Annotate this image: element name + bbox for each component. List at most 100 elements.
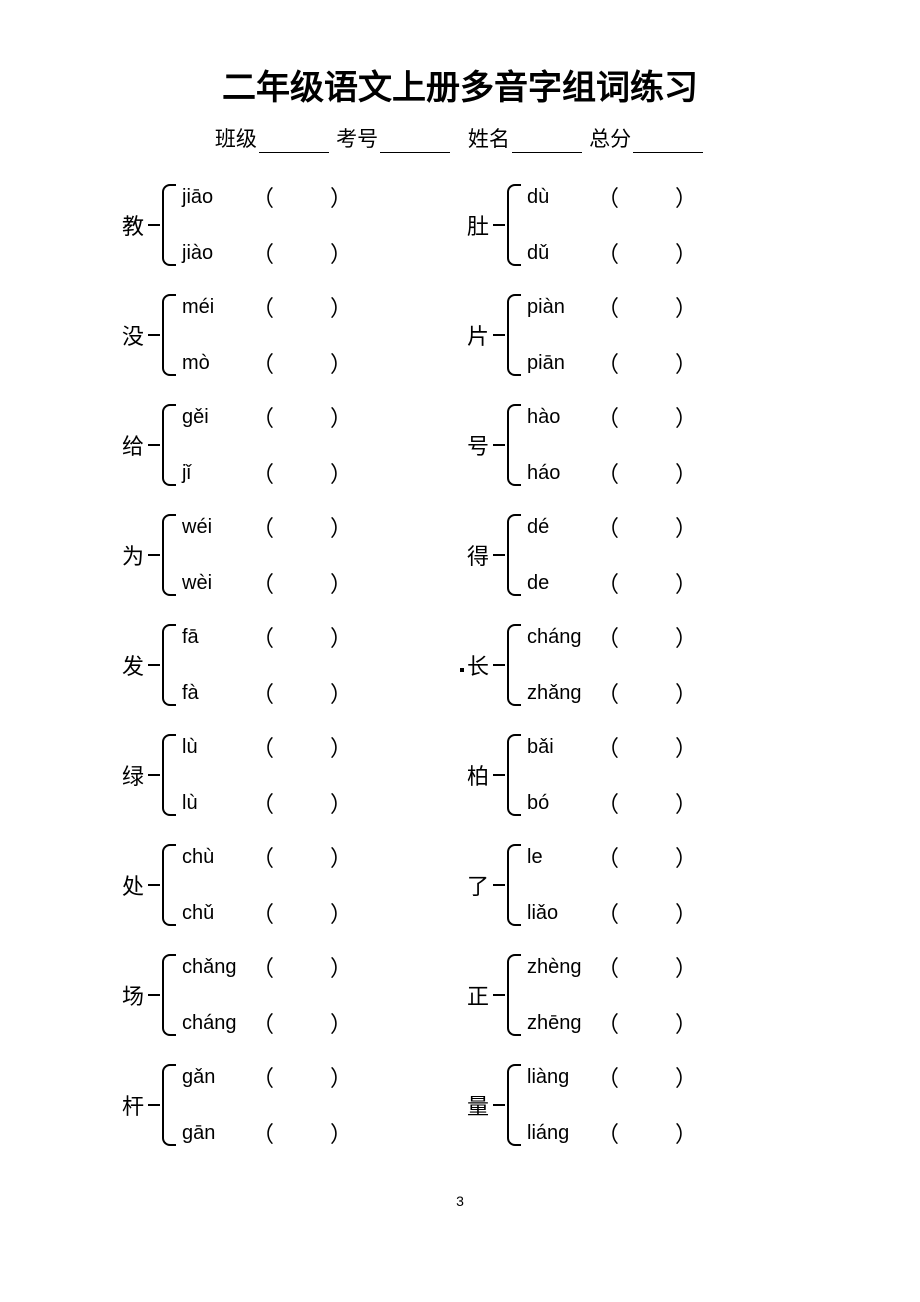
answer-paren[interactable]: （）	[597, 787, 697, 819]
answer-paren[interactable]: （）	[252, 181, 352, 213]
reading-row: mò（）	[182, 347, 352, 379]
readings-group: piàn（）piān（）	[527, 291, 697, 379]
score-blank[interactable]	[633, 132, 703, 153]
answer-paren[interactable]: （）	[252, 897, 352, 929]
pinyin-text: dǔ	[527, 242, 597, 265]
hanzi-character: 处	[120, 869, 146, 901]
answer-paren[interactable]: （）	[252, 401, 352, 433]
reading-row: cháng（）	[182, 1007, 352, 1039]
pinyin-text: gǎn	[182, 1066, 252, 1089]
answer-paren[interactable]: （）	[252, 731, 352, 763]
answer-paren[interactable]: （）	[252, 511, 352, 543]
pinyin-text: piān	[527, 352, 597, 375]
answer-paren[interactable]: （）	[597, 567, 697, 599]
readings-group: dé（）de（）	[527, 511, 697, 599]
name-blank[interactable]	[512, 132, 582, 153]
center-dot	[460, 668, 464, 672]
reading-row: wèi（）	[182, 567, 352, 599]
student-info-line: 班级 考号 姓名 总分	[120, 123, 800, 153]
answer-paren[interactable]: （）	[597, 237, 697, 269]
answer-paren[interactable]: （）	[597, 511, 697, 543]
pinyin-text: zhēng	[527, 1012, 597, 1035]
readings-group: méi（）mò（）	[182, 291, 352, 379]
answer-paren[interactable]: （）	[597, 1007, 697, 1039]
reading-row: liàng（）	[527, 1061, 697, 1093]
answer-paren[interactable]: （）	[597, 401, 697, 433]
reading-row: le（）	[527, 841, 697, 873]
bracket-icon	[162, 294, 176, 376]
answer-paren[interactable]: （）	[597, 731, 697, 763]
answer-paren[interactable]: （）	[597, 621, 697, 653]
reading-row: dǔ（）	[527, 237, 697, 269]
answer-paren[interactable]: （）	[597, 457, 697, 489]
readings-group: le（）liǎo（）	[527, 841, 697, 929]
exercise-entry: 量liàng（）liáng（）	[465, 1057, 800, 1153]
answer-paren[interactable]: （）	[252, 1007, 352, 1039]
pinyin-text: liáng	[527, 1122, 597, 1145]
readings-group: lù（）lù（）	[182, 731, 352, 819]
reading-row: jiào（）	[182, 237, 352, 269]
answer-paren[interactable]: （）	[597, 897, 697, 929]
class-blank[interactable]	[259, 132, 329, 153]
answer-paren[interactable]: （）	[252, 567, 352, 599]
answer-paren[interactable]: （）	[597, 1061, 697, 1093]
name-label: 姓名	[468, 127, 510, 151]
answer-paren[interactable]: （）	[252, 787, 352, 819]
reading-row: liáng（）	[527, 1117, 697, 1149]
connector-line	[493, 444, 505, 446]
bracket-icon	[162, 844, 176, 926]
pinyin-text: zhǎng	[527, 682, 597, 705]
hanzi-character: 杆	[120, 1089, 146, 1121]
exercise-entry: 没méi（）mò（）	[120, 287, 455, 383]
answer-paren[interactable]: （）	[597, 291, 697, 323]
page-number: 3	[120, 1193, 800, 1209]
bracket-icon	[507, 1064, 521, 1146]
reading-row: chǔ（）	[182, 897, 352, 929]
pinyin-text: de	[527, 572, 597, 595]
bracket-icon	[507, 404, 521, 486]
connector-line	[148, 334, 160, 336]
reading-row: gěi（）	[182, 401, 352, 433]
score-label: 总分	[589, 127, 631, 151]
readings-group: bǎi（）bó（）	[527, 731, 697, 819]
readings-group: dù（）dǔ（）	[527, 181, 697, 269]
answer-paren[interactable]: （）	[252, 291, 352, 323]
answer-paren[interactable]: （）	[252, 1117, 352, 1149]
answer-paren[interactable]: （）	[252, 347, 352, 379]
answer-paren[interactable]: （）	[597, 181, 697, 213]
answer-paren[interactable]: （）	[597, 677, 697, 709]
answer-paren[interactable]: （）	[597, 841, 697, 873]
bracket-icon	[507, 514, 521, 596]
pinyin-text: piàn	[527, 296, 597, 319]
connector-line	[148, 664, 160, 666]
answer-paren[interactable]: （）	[252, 621, 352, 653]
readings-group: fā（）fà（）	[182, 621, 352, 709]
hanzi-character: 发	[120, 649, 146, 681]
examno-label: 考号	[336, 127, 378, 151]
answer-paren[interactable]: （）	[597, 1117, 697, 1149]
examno-blank[interactable]	[380, 132, 450, 153]
answer-paren[interactable]: （）	[252, 457, 352, 489]
answer-paren[interactable]: （）	[597, 347, 697, 379]
reading-row: hào（）	[527, 401, 697, 433]
answer-paren[interactable]: （）	[252, 237, 352, 269]
connector-line	[148, 994, 160, 996]
answer-paren[interactable]: （）	[252, 677, 352, 709]
reading-row: lù（）	[182, 787, 352, 819]
answer-paren[interactable]: （）	[252, 951, 352, 983]
reading-row: gān（）	[182, 1117, 352, 1149]
answer-paren[interactable]: （）	[252, 841, 352, 873]
reading-row: jiāo（）	[182, 181, 352, 213]
pinyin-text: liǎo	[527, 902, 597, 925]
readings-group: chù（）chǔ（）	[182, 841, 352, 929]
exercise-entry: 给gěi（）jǐ（）	[120, 397, 455, 493]
exercise-entry: 正zhèng（）zhēng（）	[465, 947, 800, 1043]
pinyin-text: lù	[182, 792, 252, 815]
connector-line	[493, 554, 505, 556]
bracket-icon	[162, 404, 176, 486]
pinyin-text: méi	[182, 296, 252, 319]
bracket-icon	[507, 954, 521, 1036]
answer-paren[interactable]: （）	[597, 951, 697, 983]
answer-paren[interactable]: （）	[252, 1061, 352, 1093]
hanzi-character: 正	[465, 979, 491, 1011]
